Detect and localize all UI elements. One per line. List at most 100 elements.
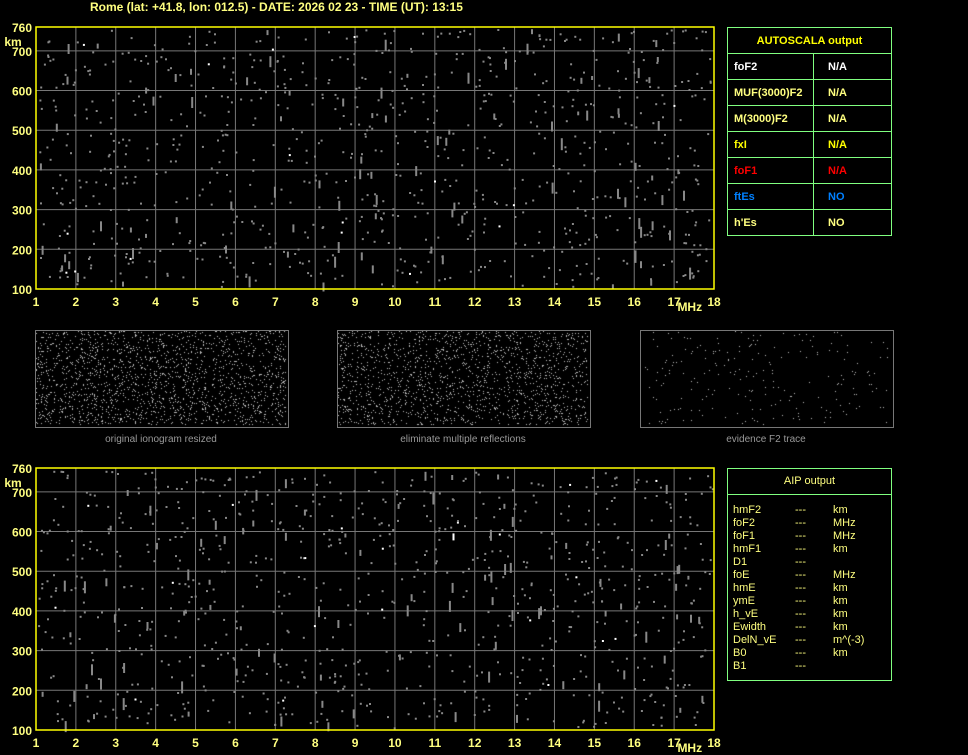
noise-dot	[671, 260, 673, 263]
noise-dot	[491, 550, 494, 553]
noise-dot	[345, 180, 347, 182]
y-axis-label: km	[4, 35, 21, 49]
noise-dot	[638, 601, 641, 604]
noise-dot	[161, 586, 164, 589]
noise-dot	[604, 722, 607, 724]
noise-dot	[96, 712, 99, 715]
noise-dot	[432, 492, 435, 505]
noise-dot	[592, 601, 595, 604]
noise-dot	[662, 616, 665, 619]
noise-dot	[397, 142, 399, 145]
noise-dot	[586, 541, 589, 544]
noise-dot	[128, 715, 131, 718]
noise-dot	[532, 199, 535, 202]
noise-dot	[41, 529, 43, 532]
noise-dot	[514, 242, 517, 245]
parameter-value: N/A	[813, 79, 892, 106]
noise-dot	[40, 257, 42, 259]
noise-dot	[452, 132, 455, 135]
noise-dot	[228, 721, 231, 724]
noise-dot	[235, 215, 238, 218]
noise-dot	[709, 559, 712, 562]
y-tick-label: 400	[12, 605, 32, 619]
noise-dot	[543, 275, 546, 278]
noise-dot	[297, 248, 300, 251]
noise-dot	[435, 562, 437, 565]
noise-dot	[665, 501, 668, 504]
noise-dot	[516, 714, 518, 723]
noise-dot	[367, 572, 370, 575]
noise-dot	[654, 573, 657, 576]
noise-dot	[483, 231, 485, 234]
noise-dot	[694, 178, 697, 181]
noise-dot	[235, 668, 238, 676]
noise-dot	[449, 185, 452, 187]
noise-dot	[574, 135, 577, 138]
noise-dot	[450, 71, 453, 74]
noise-dot	[110, 280, 113, 283]
noise-dot	[573, 78, 576, 81]
noise-dot	[509, 624, 512, 627]
noise-dot	[433, 73, 436, 76]
noise-dot	[595, 492, 598, 495]
noise-dot	[371, 113, 374, 119]
noise-dot	[66, 530, 69, 533]
noise-dot	[242, 529, 245, 535]
noise-dot	[236, 610, 239, 613]
noise-dot	[691, 209, 694, 212]
noise-dot	[624, 77, 627, 80]
noise-dot	[294, 253, 297, 255]
noise-dot	[652, 39, 655, 42]
noise-dot	[634, 250, 637, 253]
plot-frame	[35, 467, 715, 731]
noise-dot	[564, 150, 567, 153]
noise-dot	[38, 625, 41, 628]
noise-dot	[674, 695, 677, 697]
noise-dot	[151, 620, 154, 623]
noise-dot	[155, 60, 158, 63]
noise-dot	[196, 257, 199, 260]
noise-dot	[406, 88, 408, 91]
noise-dot	[125, 253, 128, 255]
noise-dot	[55, 587, 58, 590]
noise-dot	[661, 94, 664, 97]
noise-dot	[105, 578, 108, 587]
noise-dot	[93, 494, 96, 497]
noise-dot	[188, 35, 191, 38]
noise-dot	[696, 72, 699, 75]
noise-dot	[620, 603, 623, 610]
noise-dot	[304, 231, 307, 234]
noise-dot	[509, 94, 512, 97]
noise-dot	[575, 264, 578, 267]
noise-dot	[150, 648, 153, 651]
x-tick-label: 6	[232, 736, 239, 750]
noise-dot	[174, 160, 177, 163]
noise-dot	[61, 718, 64, 721]
noise-dot	[504, 564, 507, 575]
noise-dot	[615, 483, 618, 486]
noise-dot	[488, 708, 491, 711]
noise-dot	[655, 40, 658, 48]
noise-dot	[198, 194, 201, 197]
noise-dot	[448, 600, 451, 612]
noise-dot	[426, 146, 429, 148]
noise-dot	[389, 71, 392, 74]
noise-dot	[282, 528, 285, 531]
noise-dot	[189, 656, 191, 659]
noise-dot	[488, 671, 491, 683]
noise-dot	[381, 481, 384, 484]
noise-dot	[398, 654, 401, 661]
noise-dot	[189, 249, 192, 252]
noise-dot	[381, 229, 384, 232]
noise-dot	[689, 147, 692, 150]
noise-dot	[645, 631, 648, 643]
noise-dot	[326, 648, 329, 651]
noise-dot	[280, 679, 283, 682]
noise-dot	[428, 715, 431, 718]
noise-dot	[131, 261, 134, 264]
noise-dot	[709, 58, 712, 61]
noise-dot	[223, 618, 226, 621]
noise-dot	[113, 187, 116, 190]
noise-dot	[594, 646, 597, 649]
noise-dot	[68, 225, 71, 228]
